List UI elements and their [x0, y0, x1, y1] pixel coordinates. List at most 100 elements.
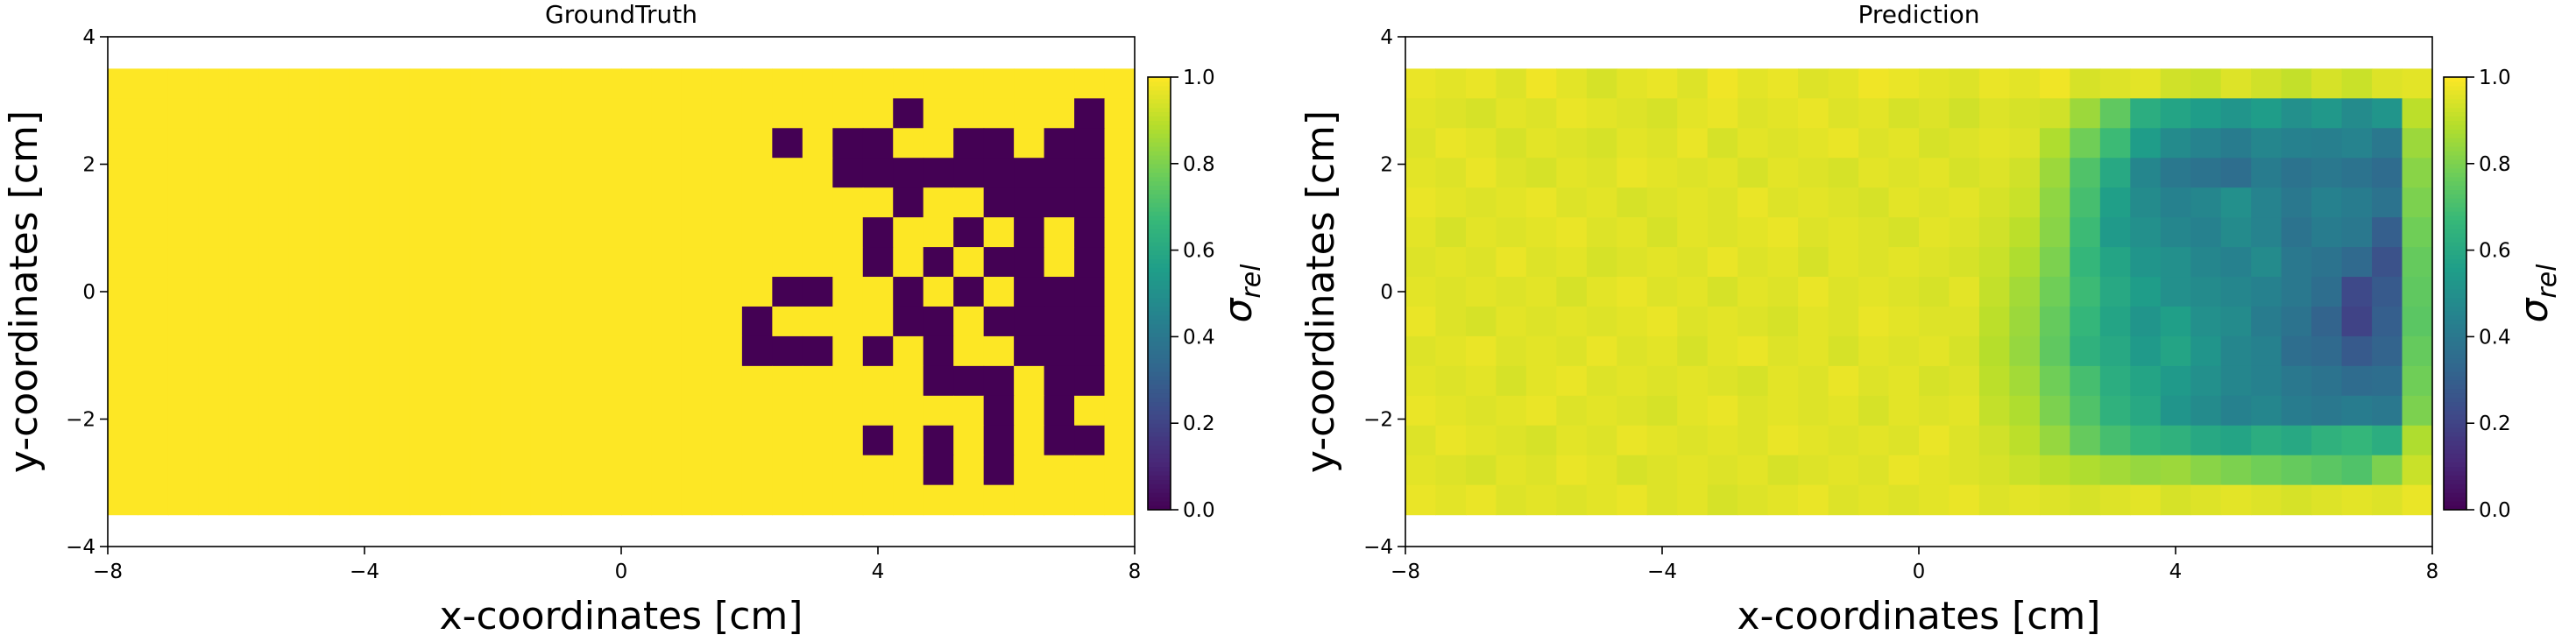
- heatmap-cell: [772, 158, 803, 188]
- heatmap-cell: [258, 217, 290, 248]
- heatmap-cell: [1888, 395, 1920, 427]
- colorbar-segment: [1148, 479, 1171, 484]
- heatmap-cell: [1646, 395, 1678, 427]
- heatmap-cell: [953, 247, 985, 278]
- heatmap-cell: [1737, 158, 1769, 188]
- colorbar-segment: [2444, 211, 2466, 216]
- heatmap-cell: [923, 425, 954, 456]
- heatmap-cell: [1074, 98, 1106, 129]
- heatmap-cell: [2130, 98, 2162, 129]
- heatmap-cell: [2220, 98, 2252, 129]
- heatmap-cell: [198, 277, 230, 307]
- colorbar: 0.0 0.2 0.4 0.6 0.8 1.0 σrel: [2443, 67, 2563, 522]
- heatmap-cell: [440, 187, 471, 218]
- heatmap-cell: [2311, 247, 2343, 278]
- heatmap-cell: [1646, 247, 1678, 278]
- heatmap-cell: [561, 484, 592, 516]
- heatmap-cell: [1496, 128, 1527, 159]
- colorbar-segment: [1148, 89, 1171, 95]
- colorbar-tick-label: 0.6: [2479, 240, 2511, 263]
- heatmap-cell: [1465, 365, 1497, 397]
- heatmap-cell: [1949, 217, 1980, 248]
- heatmap-cell: [923, 217, 954, 248]
- heatmap-cell: [2070, 247, 2101, 278]
- colorbar-label-symbol: σ: [2512, 298, 2557, 323]
- heatmap-cell: [288, 158, 320, 188]
- heatmap-cell: [470, 455, 501, 486]
- heatmap-cell: [1919, 187, 1950, 218]
- colorbar-segment: [2444, 488, 2466, 493]
- heatmap-cell: [1556, 484, 1588, 516]
- colorbar-segment: [1148, 102, 1171, 109]
- colorbar-segment: [1148, 223, 1171, 229]
- heatmap-cell: [1949, 187, 1980, 218]
- heatmap-cell: [1646, 128, 1678, 159]
- heatmap-cell: [772, 306, 803, 337]
- heatmap-cell: [802, 484, 833, 516]
- heatmap-cell: [1888, 187, 1920, 218]
- heatmap-cell: [1525, 455, 1557, 486]
- heatmap-cell: [802, 98, 833, 129]
- heatmap-cell: [1074, 217, 1106, 248]
- heatmap-cell: [288, 365, 320, 397]
- heatmap-cell: [288, 425, 320, 456]
- colorbar-segment: [2444, 436, 2466, 441]
- heatmap-cell: [138, 98, 169, 129]
- heatmap-cell: [953, 68, 985, 99]
- heatmap-cell: [1767, 158, 1799, 188]
- heatmap-cell: [258, 247, 290, 278]
- heatmap-cell: [1949, 484, 1980, 516]
- heatmap-cell: [1858, 98, 1890, 129]
- heatmap-cell: [288, 306, 320, 337]
- heatmap-cell: [1586, 217, 1617, 248]
- heatmap-cell: [1014, 395, 1045, 427]
- heatmap-cell: [953, 425, 985, 456]
- heatmap-cell: [893, 277, 924, 307]
- heatmap-cell: [741, 306, 773, 337]
- heatmap-cell: [1978, 484, 2011, 516]
- heatmap-cell: [802, 395, 833, 427]
- heatmap-cell: [893, 158, 924, 188]
- heatmap-cell: [167, 395, 200, 427]
- heatmap-cell: [2251, 395, 2282, 427]
- heatmap-cell: [681, 158, 713, 188]
- heatmap-cell: [470, 335, 501, 367]
- heatmap-cell: [138, 187, 169, 218]
- heatmap-cell: [1044, 395, 1075, 427]
- heatmap-cell: [681, 484, 713, 516]
- colorbar-segment: [1148, 133, 1171, 138]
- heatmap-cell: [228, 395, 259, 427]
- heatmap-cell: [772, 395, 803, 427]
- colorbar-segment: [1148, 276, 1171, 281]
- heatmap-cell: [2341, 306, 2373, 337]
- heatmap-cell: [923, 365, 954, 397]
- colorbar-segment: [1148, 297, 1171, 303]
- heatmap-cell: [953, 306, 985, 337]
- heatmap-cell: [379, 455, 411, 486]
- heatmap-cell: [1707, 277, 1738, 307]
- colorbar-segment: [2444, 384, 2466, 390]
- heatmap-cell: [1888, 484, 1920, 516]
- heatmap-cell: [953, 187, 985, 218]
- heatmap-cell: [1828, 247, 1859, 278]
- heatmap-cell: [2160, 217, 2191, 248]
- heatmap-cell: [1949, 128, 1980, 159]
- heatmap-cell: [1556, 455, 1588, 486]
- heatmap-cell: [2160, 335, 2191, 367]
- heatmap-cell: [681, 455, 713, 486]
- heatmap-cell: [1617, 158, 1648, 188]
- heatmap-cell: [470, 187, 501, 218]
- heatmap-cell: [893, 98, 924, 129]
- colorbar-segment: [2444, 501, 2466, 506]
- colorbar-segment: [1148, 319, 1171, 325]
- heatmap-cell: [1677, 187, 1709, 218]
- heatmap-cell: [1828, 98, 1859, 129]
- heatmap-cell: [409, 484, 441, 516]
- heatmap-cell: [2372, 158, 2403, 188]
- heatmap-cell: [1949, 98, 1980, 129]
- heatmap-cell: [198, 455, 230, 486]
- heatmap-cell: [470, 247, 501, 278]
- heatmap-cell: [1496, 455, 1527, 486]
- colorbar-segment: [1148, 397, 1171, 403]
- heatmap-cell: [470, 277, 501, 307]
